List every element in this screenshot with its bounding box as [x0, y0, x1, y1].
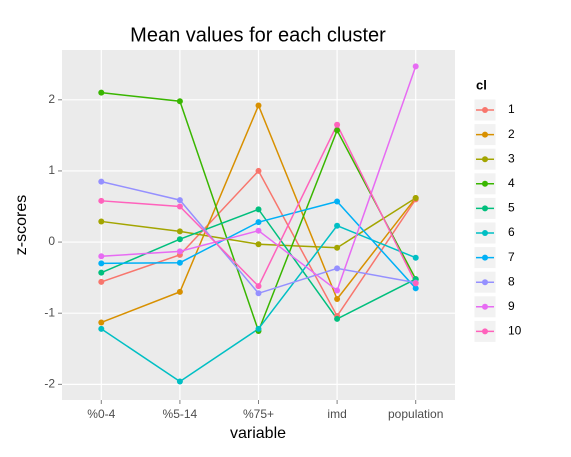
legend-point: [482, 230, 488, 236]
legend-label: 2: [508, 127, 515, 141]
data-point: [98, 319, 105, 326]
data-point: [334, 315, 341, 322]
data-point: [176, 98, 183, 105]
data-point: [255, 241, 262, 248]
x-tick-label: %5-14: [163, 407, 198, 421]
data-point: [412, 63, 419, 70]
data-point: [98, 178, 105, 185]
data-point: [176, 259, 183, 266]
legend-point: [482, 328, 488, 335]
data-point: [176, 228, 183, 235]
data-point: [98, 269, 105, 276]
legend-point: [482, 279, 488, 286]
data-point: [176, 378, 183, 385]
y-tick-label: 2: [48, 92, 55, 106]
legend-point: [482, 180, 488, 187]
x-tick-label: %0-4: [87, 407, 115, 421]
x-tick-label: population: [388, 407, 443, 421]
data-point: [176, 288, 183, 295]
legend-title: cl: [476, 77, 487, 92]
data-point: [98, 89, 105, 96]
data-point: [255, 167, 262, 174]
data-point: [412, 285, 419, 292]
data-point: [176, 236, 183, 243]
y-tick-label: 0: [48, 234, 55, 248]
data-point: [255, 102, 262, 109]
data-point: [334, 198, 341, 205]
x-tick-label: imd: [327, 407, 346, 421]
data-point: [98, 253, 105, 260]
legend-point: [482, 107, 488, 113]
data-point: [255, 227, 262, 234]
legend-label: 4: [508, 176, 515, 190]
legend-label: 10: [508, 324, 522, 338]
data-point: [334, 244, 341, 251]
legend-point: [482, 131, 488, 138]
data-point: [412, 194, 419, 201]
data-point: [255, 325, 262, 332]
data-point: [98, 325, 105, 332]
y-tick-label: -2: [44, 377, 55, 391]
chart-title: Mean values for each cluster: [130, 24, 386, 46]
legend-point: [482, 303, 488, 310]
x-tick-label: %75+: [243, 407, 274, 421]
legend-label: 5: [508, 201, 515, 215]
legend-label: 3: [508, 151, 515, 165]
data-point: [98, 260, 105, 267]
y-tick-label: 1: [48, 163, 55, 177]
legend-label: 6: [508, 225, 515, 239]
legend-label: 9: [508, 299, 515, 313]
y-axis-label: z-scores: [13, 195, 30, 255]
data-point: [334, 121, 341, 128]
data-point: [98, 218, 105, 225]
data-point: [412, 254, 419, 261]
legend-point: [482, 254, 488, 261]
data-point: [176, 197, 183, 204]
data-point: [412, 280, 419, 287]
data-point: [98, 197, 105, 204]
data-point: [255, 283, 262, 290]
data-point: [334, 265, 341, 272]
legend-label: 1: [508, 102, 515, 116]
data-point: [176, 248, 183, 255]
legend-point: [482, 156, 488, 163]
legend-label: 7: [508, 250, 515, 264]
data-point: [334, 222, 341, 229]
data-point: [255, 290, 262, 297]
legend-label: 8: [508, 274, 515, 288]
data-point: [98, 278, 105, 285]
data-point: [255, 219, 262, 226]
x-axis-label: variable: [230, 425, 286, 442]
data-point: [334, 287, 341, 294]
legend-point: [482, 205, 488, 212]
data-point: [334, 295, 341, 302]
data-point: [334, 127, 341, 134]
y-tick-label: -1: [44, 305, 55, 319]
data-point: [176, 203, 183, 210]
data-point: [255, 206, 262, 213]
